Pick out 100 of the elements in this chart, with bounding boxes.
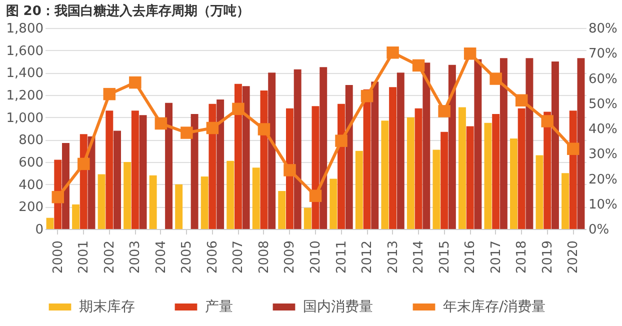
- bar: [414, 108, 422, 229]
- legend-label: 期末库存: [79, 299, 135, 315]
- bar: [562, 173, 569, 229]
- bar: [577, 58, 585, 229]
- x-tick-label: 2006: [205, 240, 220, 274]
- x-tick-label: 2010: [308, 240, 324, 274]
- point: [386, 46, 399, 59]
- y-tick-label: 0: [35, 222, 44, 238]
- bar: [396, 72, 404, 229]
- x-tick-label: 2003: [128, 240, 144, 274]
- bar: [440, 132, 448, 229]
- point: [541, 115, 554, 128]
- point: [258, 123, 270, 136]
- y2-tick-label: 50%: [588, 96, 618, 112]
- bar: [304, 208, 312, 229]
- y2-tick-label: 40%: [588, 122, 618, 137]
- y-tick-label: 1,200: [6, 88, 44, 104]
- x-tick-label: 2016: [463, 240, 478, 274]
- point: [335, 134, 348, 147]
- point: [360, 90, 374, 102]
- point: [566, 142, 580, 155]
- bar: [190, 114, 198, 229]
- y-tick-label: 1,000: [6, 110, 44, 126]
- bar: [320, 67, 328, 229]
- bar: [330, 178, 338, 229]
- bar: [492, 114, 500, 229]
- point: [464, 48, 476, 60]
- y-tick-label: 1,400: [6, 66, 44, 82]
- y2-tick-label: 30%: [588, 147, 618, 162]
- bar: [474, 59, 482, 229]
- bar: [175, 184, 183, 229]
- bar: [484, 122, 492, 229]
- y2-tick-label: 60%: [588, 72, 618, 87]
- bar: [518, 108, 526, 229]
- bar: [139, 115, 147, 229]
- bar: [114, 130, 121, 229]
- point: [284, 164, 296, 176]
- y-tick-label: 600: [18, 156, 44, 170]
- bar: [131, 110, 139, 229]
- bar: [371, 82, 379, 229]
- bar: [406, 117, 414, 229]
- bar: [389, 87, 397, 229]
- point: [412, 59, 425, 72]
- legend-label: 国内消费量: [303, 299, 373, 315]
- bar: [252, 168, 260, 229]
- bar: [432, 150, 440, 229]
- bar: [536, 155, 544, 229]
- y2-tick-label: 10%: [588, 197, 618, 212]
- point: [232, 102, 244, 116]
- legend-label: 年末库存/消费量: [443, 299, 546, 315]
- bar: [149, 175, 157, 229]
- y2-tick-label: 70%: [588, 46, 618, 62]
- bar: [381, 120, 389, 229]
- bar: [72, 204, 80, 229]
- bar: [226, 160, 234, 229]
- point: [129, 76, 142, 89]
- bar: [294, 69, 302, 229]
- bar: [345, 84, 353, 229]
- x-tick-label: 2007: [231, 240, 246, 274]
- point: [515, 94, 528, 106]
- x-tick-label: 2018: [514, 240, 530, 274]
- legend-label: 产量: [205, 299, 233, 315]
- point: [206, 122, 219, 134]
- bar: [268, 72, 276, 229]
- bar: [526, 58, 534, 229]
- bar: [234, 84, 242, 229]
- y2-tick-label: 0%: [588, 222, 610, 238]
- bar: [165, 102, 173, 229]
- y-tick-label: 400: [18, 178, 44, 193]
- bar: [200, 176, 208, 229]
- x-tick-label: 2013: [386, 240, 401, 274]
- chart-title: 图 20：我国白糖进入去库存周期（万吨）: [6, 3, 250, 19]
- y2-tick-label: 20%: [588, 172, 618, 188]
- bar: [124, 162, 132, 229]
- x-tick-label: 2017: [488, 240, 504, 274]
- x-tick-label: 2001: [76, 240, 92, 274]
- y2-tick-label: 80%: [588, 22, 618, 36]
- bar: [448, 64, 456, 229]
- point: [103, 88, 116, 100]
- bar: [500, 58, 508, 229]
- bar: [510, 138, 518, 229]
- bar: [569, 110, 577, 229]
- x-tick-label: 2019: [540, 240, 556, 274]
- point: [154, 117, 168, 130]
- point: [309, 190, 322, 202]
- x-tick-label: 2000: [50, 240, 66, 274]
- bar: [106, 110, 114, 229]
- x-tick-label: 2020: [566, 240, 582, 274]
- bar: [466, 126, 474, 229]
- point: [52, 190, 64, 204]
- y-tick-label: 800: [18, 133, 44, 148]
- x-tick-label: 2014: [412, 240, 427, 274]
- y-tick-label: 1,600: [6, 44, 44, 59]
- point: [438, 105, 450, 118]
- y-tick-label: 200: [18, 200, 44, 216]
- bar: [216, 99, 224, 229]
- y-tick-label: 1,800: [6, 22, 44, 36]
- x-tick-label: 2002: [102, 240, 118, 274]
- bar: [458, 107, 466, 229]
- x-tick-label: 2011: [334, 240, 350, 274]
